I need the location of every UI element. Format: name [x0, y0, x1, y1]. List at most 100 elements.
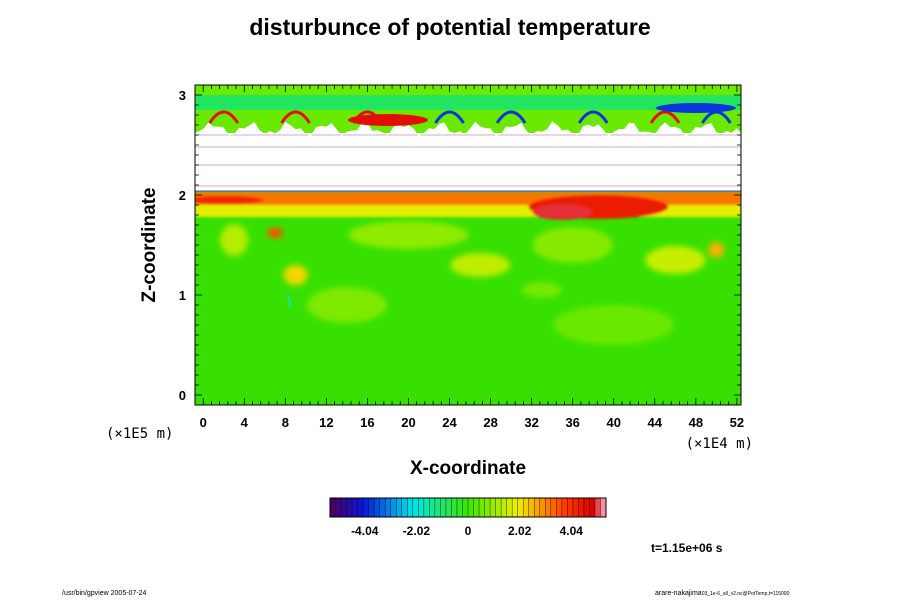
top-layer — [195, 85, 741, 137]
y-axis: 0 1 2 3 — [179, 88, 741, 406]
field-patch — [283, 265, 308, 285]
x-axis-label: X-coordinate — [409, 458, 527, 479]
colorbar-cell — [572, 498, 579, 517]
colorbar-cell — [445, 498, 452, 517]
x-axis: 0 4 8 12 16 20 24 28 32 36 40 44 48 52 — [194, 85, 744, 430]
footer-file: 03_1e-6_all_v2.nc@PotTemp,t=115000 — [701, 591, 790, 597]
colorbar-tick-label: -2.02 — [403, 524, 431, 538]
colorbar-border — [329, 497, 607, 518]
colorbar-tick-label: 2.02 — [508, 524, 532, 538]
colorbar-cell — [335, 498, 342, 517]
colorbar-cell — [583, 498, 590, 517]
wave-curl — [280, 110, 311, 124]
wave-crest — [195, 121, 741, 137]
colorbar-cell — [385, 498, 392, 517]
colorbar-cell — [517, 498, 524, 517]
colorbar-cell — [456, 498, 463, 517]
colorbar-cell — [539, 498, 546, 517]
footer-author: arare-nakajima — [655, 590, 702, 597]
warm-edge — [195, 196, 264, 204]
heatmap-field — [195, 85, 741, 405]
colorbar-cell — [545, 498, 552, 517]
colorbar-cell — [473, 498, 480, 517]
field-patch — [645, 246, 706, 274]
wave-curl — [208, 110, 240, 124]
colorbar-cell — [490, 498, 496, 517]
colorbar-cell — [434, 498, 441, 517]
colorbar-cell — [451, 498, 458, 517]
y-tick-label: 1 — [179, 288, 186, 303]
colorbar-cell — [462, 498, 469, 517]
colorbar-cell — [418, 498, 425, 517]
colorbar-cell — [401, 498, 408, 517]
colorbar-cell — [429, 498, 436, 517]
y-axis-unit: (×1E5 m) — [106, 426, 174, 442]
top-warm-patch — [347, 114, 428, 126]
field-patch — [450, 253, 511, 277]
x-tick-label: 24 — [442, 415, 457, 430]
colorbar-cell — [468, 498, 474, 517]
wave-curl — [495, 110, 527, 124]
colorbar-cell — [479, 498, 485, 517]
colorbar-cell — [412, 498, 419, 517]
top-cold-patch — [655, 103, 736, 113]
time-annotation: t=1.15e+06 s — [651, 541, 723, 555]
colorbar-cell — [341, 498, 347, 517]
colorbar-cell — [440, 498, 447, 517]
colorbar-cell — [534, 498, 541, 517]
field-patch — [348, 221, 469, 249]
blank-band — [195, 133, 741, 191]
colorbar-cell — [390, 498, 397, 517]
footer-source: arare-nakajima03_1e-6_all_v2.nc@PotTemp,… — [655, 590, 789, 597]
x-tick-label: 32 — [524, 415, 538, 430]
colorbar-tick-label: 4.04 — [560, 524, 584, 538]
field-patch — [708, 242, 725, 258]
x-tick-label: 0 — [200, 415, 207, 430]
colorbar-cell — [578, 498, 585, 517]
wave-curl — [649, 110, 681, 124]
x-tick-label: 12 — [319, 415, 333, 430]
y-tick-label: 0 — [179, 388, 186, 403]
colorbar-cell — [352, 498, 358, 517]
colorbar: -4.04 -2.02 0 2.02 4.04 — [329, 497, 607, 538]
colorbar-cell — [495, 498, 502, 517]
colorbar-cell — [484, 498, 491, 517]
field-texture — [220, 221, 725, 345]
warm-core — [532, 204, 593, 220]
colorbar-cell — [423, 498, 430, 517]
warm-layer — [195, 192, 741, 220]
colorbar-cell — [357, 498, 364, 517]
colorbar-cell — [600, 498, 607, 517]
colorbar-cell — [363, 498, 369, 517]
top-cyan-band — [195, 95, 741, 110]
y-tick-label: 2 — [179, 188, 186, 203]
colorbar-cell — [374, 498, 380, 517]
x-axis-unit: (×1E4 m) — [685, 436, 753, 452]
x-tick-label: 4 — [241, 415, 249, 430]
field-patch — [553, 305, 674, 345]
colorbar-cell — [561, 498, 568, 517]
y-axis-label: Z-coordinate — [139, 187, 160, 303]
footer-program: /usr/bin/gpview 2005-07-24 — [62, 590, 147, 597]
colorbar-cell — [594, 498, 601, 517]
cold-filament — [286, 294, 292, 308]
field-patch — [306, 287, 387, 323]
x-tick-label: 28 — [483, 415, 497, 430]
wave-curl — [577, 110, 609, 124]
x-tick-label: 52 — [730, 415, 744, 430]
colorbar-cell — [396, 498, 403, 517]
x-tick-label: 8 — [282, 415, 289, 430]
field-patch — [521, 282, 562, 298]
colorbar-cell — [330, 498, 336, 517]
colorbar-cell — [512, 498, 518, 517]
colorbar-cell — [506, 498, 513, 517]
colorbar-tick-label: -4.04 — [351, 524, 379, 538]
x-tick-label: 16 — [360, 415, 374, 430]
colorbar-cell — [589, 498, 596, 517]
field-patch — [267, 228, 284, 238]
x-tick-label: 48 — [689, 415, 703, 430]
x-tick-label: 44 — [648, 415, 663, 430]
colorbar-cell — [567, 498, 574, 517]
x-tick-label: 20 — [401, 415, 415, 430]
